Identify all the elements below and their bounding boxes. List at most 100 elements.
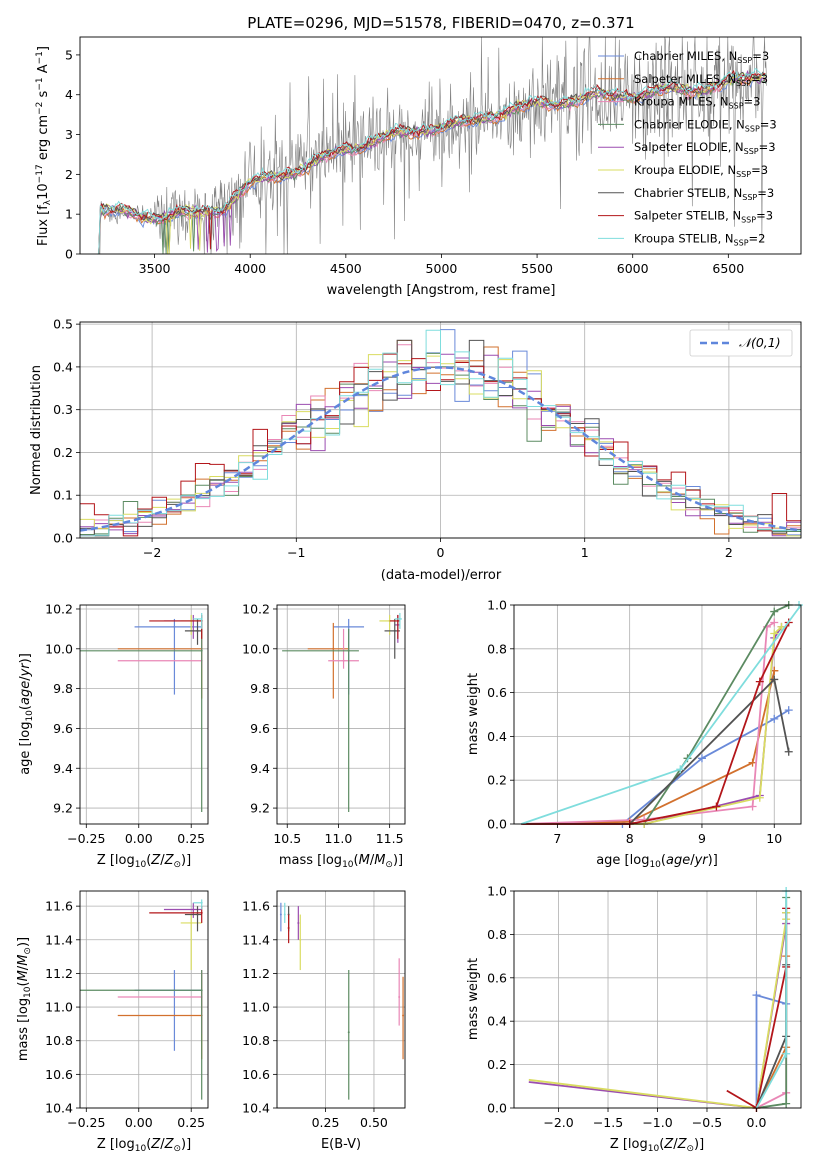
y-tick-label: 9.6 bbox=[53, 721, 73, 736]
x-tick-label: 7 bbox=[553, 831, 561, 846]
marker-SS bbox=[712, 802, 721, 811]
age-vs-mass-plot-area bbox=[282, 612, 402, 813]
x-axis-label: Z [log10(Z/Z⊙)] bbox=[97, 853, 191, 870]
y-tick-label: 0.2 bbox=[53, 445, 73, 460]
y-axis-label: mass [log10(M/M⊙)] bbox=[16, 937, 33, 1061]
y-tick-label: 0.5 bbox=[53, 317, 73, 332]
x-axis-label: age [log10(age/yr)] bbox=[596, 853, 718, 870]
x-tick-label: 6500 bbox=[712, 261, 744, 276]
residual-histogram-SS bbox=[80, 353, 801, 537]
y-tick-label: 9.4 bbox=[53, 761, 73, 776]
mass-vs-ebv-plot-area bbox=[279, 902, 405, 1100]
y-tick-label: 0.2 bbox=[487, 1057, 507, 1072]
y-tick-label: 11.4 bbox=[45, 932, 73, 947]
mass-vs-Z-axes-frame bbox=[79, 890, 209, 1109]
y-tick-label: 10.8 bbox=[45, 1033, 73, 1048]
weight-vs-age-panel: 7 8 9 10 0.0 0.2 0.4 0.6 0.8 1.0 age [log10(age/y… bbox=[466, 598, 803, 870]
point-KS bbox=[200, 617, 203, 620]
point-KM bbox=[342, 659, 345, 662]
y-tick-label: 11.6 bbox=[45, 899, 73, 914]
weight-vs-age-axes-frame bbox=[513, 604, 802, 825]
marker-KE bbox=[770, 629, 779, 638]
point-SM bbox=[402, 1014, 405, 1017]
marker-KS bbox=[782, 1049, 791, 1058]
y-tick-label: 0.6 bbox=[487, 685, 507, 700]
y-tick-label: 9.8 bbox=[250, 681, 270, 696]
x-tick-label: 0 bbox=[437, 545, 445, 560]
point-CM bbox=[347, 625, 350, 628]
x-axis-label: wavelength [Angstrom, rest frame] bbox=[327, 283, 556, 298]
x-axis-label: mass [log10(M/M⊙)] bbox=[279, 853, 403, 870]
x-axis-label: (data-model)/error bbox=[381, 568, 502, 583]
x-tick-label: −1.0 bbox=[642, 1115, 672, 1130]
y-tick-label: 0 bbox=[65, 247, 73, 262]
x-tick-label: 2 bbox=[725, 545, 733, 560]
marker-KM bbox=[770, 618, 779, 627]
y-tick-label: 10.6 bbox=[242, 1067, 270, 1082]
y-tick-label: 10.4 bbox=[242, 1101, 270, 1116]
age-vs-mass-ticks: 10.5 11.0 11.5 9.2 9.4 9.6 9.8 10.0 10.2 bbox=[242, 601, 403, 846]
x-tick-label: −0.5 bbox=[692, 1115, 722, 1130]
spectrum-axes-frame bbox=[79, 36, 802, 255]
y-axis-label: Normed distribution bbox=[29, 365, 44, 495]
point-CS bbox=[196, 913, 199, 916]
point-KE bbox=[190, 921, 193, 924]
age-vs-mass-panel: 10.5 11.0 11.5 9.2 9.4 9.6 9.8 10.0 10.2 mass [l… bbox=[242, 601, 406, 870]
y-tick-label: 10.8 bbox=[242, 1033, 270, 1048]
legend-gauss-label: 𝒩(0,1) bbox=[739, 335, 781, 350]
spectrum-panel: PLATE=0296, MJD=51578, FIBERID=0470, z=0… bbox=[35, 14, 802, 298]
y-tick-label: 0.0 bbox=[487, 817, 507, 832]
x-tick-label: 0.00 bbox=[125, 831, 153, 846]
x-tick-label: −1 bbox=[287, 545, 305, 560]
x-tick-label: 0.25 bbox=[177, 831, 205, 846]
y-tick-label: 5 bbox=[65, 47, 73, 62]
y-tick-label: 11.2 bbox=[45, 966, 73, 981]
mass-vs-Z-ticks: −0.25 0.00 0.25 10.4 10.6 10.8 11.0 11.2 11.4 11.… bbox=[45, 899, 205, 1130]
y-tick-label: 11.0 bbox=[45, 1000, 73, 1015]
model-spectrum-SS bbox=[97, 69, 767, 255]
marker-CM bbox=[752, 991, 761, 1000]
y-axis-label: mass weight bbox=[466, 958, 481, 1040]
x-axis-label: Z [log10(Z/Z⊙)] bbox=[97, 1137, 191, 1154]
y-tick-label: 0.4 bbox=[487, 1014, 507, 1029]
weight-vs-Z-plot-area bbox=[528, 887, 791, 1112]
point-CM bbox=[173, 625, 176, 628]
legend-label-SS: Salpeter STELIB, NSSP=3 bbox=[634, 209, 773, 225]
y-tick-label: 10.2 bbox=[242, 601, 270, 616]
point-CE bbox=[347, 649, 350, 652]
y-tick-label: 10.0 bbox=[242, 641, 270, 656]
weight-vs-Z-ticks: −2.0 −1.5 −1.0 −0.5 0.0 0.0 0.2 0.4 0.6 0.8 1.0 bbox=[487, 884, 766, 1131]
legend-label-KM: Kroupa MILES, NSSP=3 bbox=[634, 95, 760, 111]
x-tick-label: −2.0 bbox=[543, 1115, 573, 1130]
legend-label-KS: Kroupa STELIB, NSSP=2 bbox=[634, 231, 765, 247]
x-axis-label: E(B-V) bbox=[321, 1137, 361, 1152]
spectrum-ticks: 3500 4000 4500 5000 5500 6000 6500 0 1 2 3 4 5 bbox=[65, 47, 744, 276]
marker-CM bbox=[697, 754, 706, 763]
age-vs-Z-ticks: −0.25 0.00 0.25 9.2 9.4 9.6 9.8 10.0 10.2 bbox=[45, 601, 205, 846]
x-tick-label: 6000 bbox=[617, 261, 649, 276]
legend-label-SE: Salpeter ELODIE, NSSP=3 bbox=[634, 140, 776, 156]
chart-title: PLATE=0296, MJD=51578, FIBERID=0470, z=0… bbox=[247, 14, 634, 32]
point-SM bbox=[332, 647, 335, 650]
point-SS bbox=[200, 911, 203, 914]
age-vs-Z-panel: −0.25 0.00 0.25 9.2 9.4 9.6 9.8 10.0 10.2 Z [log… bbox=[18, 601, 209, 870]
weight-vs-age-ticks: 7 8 9 10 0.0 0.2 0.4 0.6 0.8 1.0 bbox=[487, 598, 782, 847]
x-tick-label: 10 bbox=[766, 831, 782, 846]
x-tick-label: 4000 bbox=[234, 261, 266, 276]
residual-legend: 𝒩(0,1) bbox=[689, 329, 793, 357]
x-tick-label: 5500 bbox=[521, 261, 553, 276]
mass-vs-Z-plot-area bbox=[80, 899, 203, 1100]
y-tick-label: 9.6 bbox=[250, 721, 270, 736]
point-CS bbox=[196, 629, 199, 632]
y-tick-label: 1.0 bbox=[487, 884, 507, 899]
mass-vs-ebv-ticks: 0.25 0.50 10.4 10.6 10.8 11.0 11.2 11.4 11.6 bbox=[242, 899, 388, 1130]
point-KS bbox=[200, 901, 203, 904]
marker-SS bbox=[755, 677, 764, 686]
y-tick-label: 1 bbox=[65, 207, 73, 222]
x-tick-label: −1.5 bbox=[593, 1115, 623, 1130]
marker-KS bbox=[676, 765, 685, 774]
x-tick-label: 3500 bbox=[139, 261, 171, 276]
y-tick-label: 10.6 bbox=[45, 1067, 73, 1082]
x-tick-label: 9 bbox=[698, 831, 706, 846]
marker-CM bbox=[784, 706, 793, 715]
